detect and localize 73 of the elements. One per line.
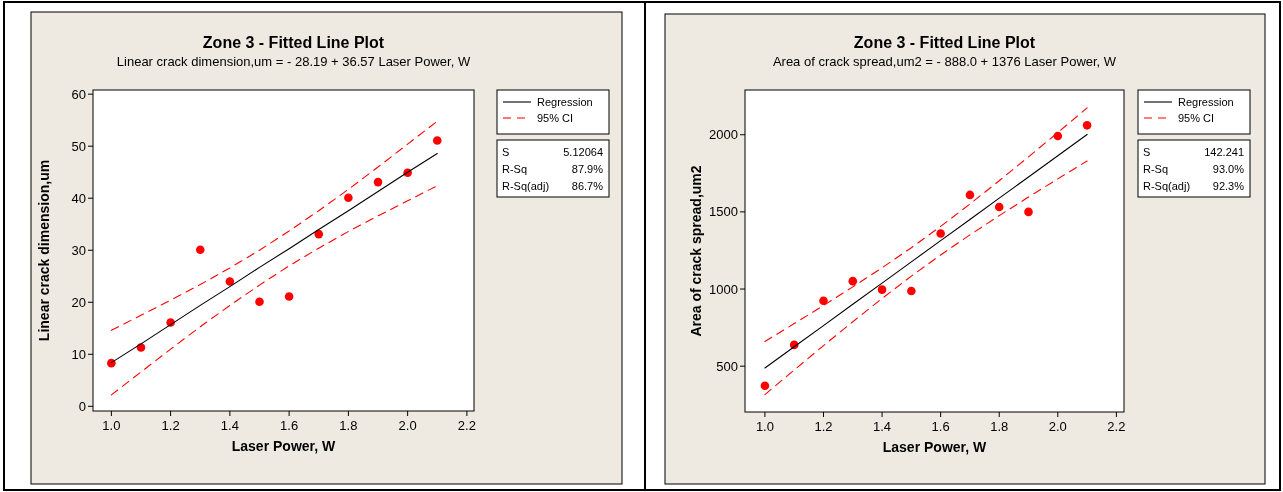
point	[965, 190, 975, 200]
text: 86.7%	[571, 180, 604, 192]
point	[373, 177, 383, 187]
line-series	[764, 133, 1088, 369]
y-tick-label: 0	[78, 398, 86, 414]
x-tick-label: 2.2	[457, 418, 476, 433]
x-tick-label: 1.4	[220, 418, 239, 433]
y-tick-label: 40	[71, 190, 86, 206]
point	[877, 285, 887, 294]
x-tick-label: 1.6	[931, 419, 950, 434]
x-tick-label: 1.8	[339, 418, 358, 433]
text: R-Sq(adj)	[1143, 180, 1191, 192]
point	[819, 296, 828, 306]
text: R-Sq(adj)	[502, 180, 550, 192]
point	[255, 297, 264, 307]
point	[907, 286, 916, 296]
text: R-Sq	[1143, 163, 1169, 175]
point	[195, 245, 205, 255]
text: 87.9%	[571, 163, 604, 175]
line-series	[110, 185, 438, 396]
y-axis-title: Linear crack dimension,um	[36, 159, 52, 342]
legend-label: Regression	[1178, 96, 1234, 108]
y-tick-label: 20	[71, 294, 86, 310]
y-tick-label: 50	[71, 138, 86, 154]
text: S	[1143, 146, 1151, 158]
x-axis-title: Laser Power, W	[882, 439, 988, 455]
y-axis-title: Area of crack spread,um2	[688, 165, 704, 337]
point	[225, 277, 235, 286]
y-tick-label: 500	[716, 358, 738, 374]
x-tick-label: 1.6	[280, 418, 299, 433]
text: 92.3%	[1212, 180, 1245, 192]
text: S	[502, 146, 510, 158]
x-tick-label: 1.4	[873, 419, 892, 434]
point	[936, 229, 945, 238]
x-tick-label: 2.0	[1048, 419, 1067, 434]
x-tick-label: 1.0	[755, 419, 774, 434]
legend-label: 95% CI	[1178, 112, 1215, 124]
legend-label: Regression	[537, 96, 593, 108]
x-tick-label: 1.0	[102, 418, 121, 433]
x-tick-label: 1.2	[161, 418, 180, 433]
chart-subtitle: Linear crack dimension,um = - 28.19 + 36.57 Laser Power, W	[116, 54, 471, 69]
chart-subtitle: Area of crack spread,um2 = - 888.0 + 1376 Laser Power, W	[772, 54, 1117, 69]
y-tick-label: 30	[71, 242, 86, 258]
line-series	[764, 107, 1088, 343]
text: R-Sq	[502, 163, 528, 175]
y-tick-label: 2000	[709, 127, 738, 143]
line-series	[764, 160, 1088, 396]
point	[1024, 207, 1033, 217]
legend-label: 95% CI	[537, 112, 574, 124]
chart-title: Zone 3 - Fitted Line Plot	[202, 34, 385, 51]
y-tick-label: 10	[71, 346, 86, 362]
x-tick-label: 1.2	[814, 419, 833, 434]
point	[1082, 121, 1092, 130]
point	[314, 229, 324, 239]
x-tick-label: 2.0	[398, 418, 417, 433]
point	[994, 202, 1004, 212]
point	[848, 276, 858, 286]
chart-title: Zone 3 - Fitted Line Plot	[853, 34, 1036, 51]
x-axis-title: Laser Power, W	[231, 438, 337, 454]
point	[1053, 131, 1063, 141]
y-tick-label: 60	[71, 86, 86, 102]
point	[284, 292, 294, 301]
point	[760, 381, 770, 391]
y-tick-label: 1500	[709, 204, 738, 220]
text: 93.0%	[1212, 163, 1245, 175]
line-series	[110, 120, 438, 331]
text: 142.241	[1204, 146, 1244, 158]
text: 5.12064	[563, 146, 603, 158]
y-tick-label: 1000	[709, 281, 738, 297]
x-tick-label: 2.2	[1107, 419, 1126, 434]
x-tick-label: 1.8	[990, 419, 1009, 434]
point	[432, 136, 442, 145]
point	[344, 193, 353, 202]
